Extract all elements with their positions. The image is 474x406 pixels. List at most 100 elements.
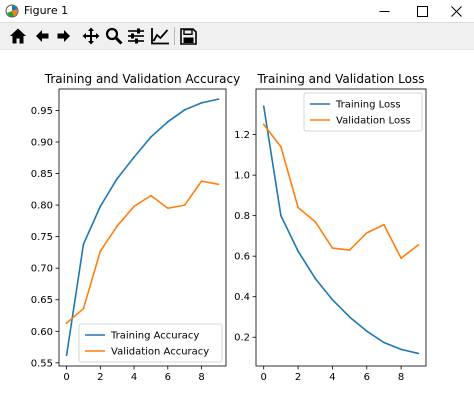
pan-button[interactable] [80,25,102,47]
y-tick-label: 1.2 [234,130,250,141]
data-point [65,322,68,324]
x-tick-label: 8 [398,372,404,383]
data-point [99,205,102,208]
series-line-1 [65,98,219,356]
y-tick-label: 0.80 [31,201,53,212]
y-tick-label: 0.75 [31,232,53,243]
data-point [314,220,317,223]
data-point [417,352,420,355]
data-point [116,225,119,227]
x-tick-label: 6 [364,372,370,383]
save-button[interactable] [177,25,199,47]
back-arrow-icon [36,30,49,42]
pan-icon [82,27,100,45]
data-point [297,206,299,209]
navigation-toolbar [0,22,474,50]
back-button[interactable] [31,25,53,47]
legend-box [78,323,223,363]
x-tick-label: 4 [131,372,137,383]
data-point [365,231,368,234]
zoom-icon [105,27,123,45]
y-tick-label: 1.0 [234,171,250,182]
data-point [82,307,85,310]
data-point [314,277,317,280]
y-tick-label: 0.8 [234,211,250,222]
minimize-button[interactable] [366,0,402,22]
x-tick-label: 2 [97,372,103,383]
maximize-button[interactable] [404,0,440,22]
data-point [331,298,334,301]
edit-axis-icon [151,28,169,45]
data-point [150,194,152,197]
legend: Training Accuracy Validation Accuracy [78,323,223,363]
maximize-icon [416,5,428,17]
series-line-2 [66,180,219,324]
y-tick-label: 0.95 [31,106,53,117]
configure-subplots-button[interactable] [125,25,147,47]
data-point [217,98,220,100]
forward-button[interactable] [53,25,75,47]
data-point [99,250,102,253]
legend-label: Training Loss [335,100,401,111]
data-point [166,120,169,123]
figure-canvas: Training and Validation Accuracy 0 2 4 6 8 0.5… [0,49,474,402]
data-point [383,341,385,344]
zoom-button[interactable] [103,25,125,47]
legend-label: Training Accuracy [110,331,199,342]
window-titlebar: Figure 1 [0,0,474,22]
edit-axis-button[interactable] [149,25,171,47]
data-point [116,177,119,180]
chart-title: Training and Validation Accuracy [44,72,240,86]
legend: Training Loss Validation Loss [303,92,423,132]
close-button[interactable] [438,0,474,22]
data-point [348,316,351,318]
home-button[interactable] [7,25,29,47]
axes-frame [58,88,227,367]
toolbar-separator [174,27,175,45]
chart-title: Training and Validation Loss [257,72,425,86]
home-icon [10,28,26,44]
x-tick-label: 8 [198,372,204,383]
x-tick-label: 6 [165,372,171,383]
close-icon [450,5,462,17]
chart-1: Training and Validation Accuracy 0 2 4 6 8 0.5… [31,72,240,383]
data-point [400,257,403,260]
data-point [279,214,282,217]
minimize-icon [379,10,389,12]
configure-subplots-icon [128,28,144,44]
y-tick-label: 0.90 [31,138,53,149]
data-point [82,243,85,246]
y-tick-label: 0.2 [234,333,250,344]
data-point [65,354,68,357]
data-point [262,123,265,126]
data-point [200,180,203,183]
window-title: Figure 1 [24,4,69,17]
figure: Training and Validation Accuracy 0 2 4 6 8 0.5… [31,72,427,383]
data-point [200,101,203,104]
data-point [348,249,351,251]
y-tick-label: 0.85 [31,169,53,180]
y-tick-label: 0.65 [31,295,53,306]
y-tick-label: 0.60 [31,327,53,338]
legend-label: Validation Loss [336,116,411,127]
y-tick-label: 0.4 [234,292,250,303]
data-point [183,204,186,207]
series-line-2 [263,123,419,259]
x-tick-label: 0 [63,372,69,383]
forward-arrow-icon [57,30,70,42]
data-point [365,330,368,333]
data-point [417,244,420,246]
data-point [166,207,169,210]
data-point [133,205,135,208]
matplotlib-icon [5,4,19,18]
data-point [400,348,403,351]
legend-box [303,92,423,132]
data-point [297,250,299,253]
data-point [279,145,282,148]
data-point [183,108,186,111]
chart-2: Training and Validation Loss 0 2 4 6 8 0.2 0.4 0… [234,72,427,383]
legend-label: Validation Accuracy [111,347,209,358]
y-tick-label: 0.70 [31,264,53,275]
axes-frame [255,88,427,367]
data-point [262,105,265,108]
